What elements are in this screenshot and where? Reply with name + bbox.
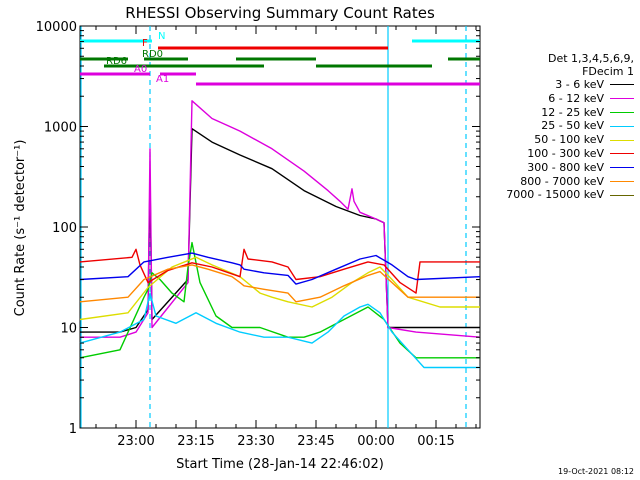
legend-label-2: 12 - 25 keV: [541, 105, 604, 119]
x-tick-label-3: 23:45: [297, 434, 334, 449]
legend-label-8: 7000 - 15000 keV: [506, 188, 604, 202]
state-bar-label-n: N: [158, 31, 165, 42]
x-tick-label-4: 00:00: [357, 434, 394, 449]
series-line-4: [79, 256, 480, 321]
legend-label-6: 300 - 800 keV: [527, 160, 604, 174]
legend-row-3: 25 - 50 keV: [482, 119, 634, 133]
legend-header-line-1: Det 1,3,4,5,6,9,: [547, 52, 634, 65]
legend-header-line-2: FDecim 1: [582, 65, 634, 78]
x-tick-label-1: 23:15: [177, 434, 214, 449]
state-bar-label-rd6: RD6: [106, 56, 127, 67]
legend-row-8: 7000 - 15000 keV: [482, 188, 634, 202]
legend: Det 1,3,4,5,6,9, FDecim 1 3 - 6 keV 6 - 1…: [482, 52, 634, 202]
legend-row-7: 800 - 7000 keV: [482, 175, 634, 189]
legend-row-6: 300 - 800 keV: [482, 161, 634, 175]
plot-frame: [79, 25, 481, 429]
x-tick-label-0: 23:00: [117, 434, 154, 449]
legend-swatch-8: [610, 194, 634, 196]
series-line-5: [79, 248, 480, 294]
legend-label-3: 25 - 50 keV: [541, 119, 604, 133]
legend-swatch-3: [610, 125, 634, 127]
legend-row-2: 12 - 25 keV: [482, 106, 634, 120]
series-line-1: [80, 100, 481, 338]
y-tick-label-1: 10: [60, 322, 77, 337]
legend-swatch-5: [610, 153, 634, 155]
y-tick-label-2: 100: [52, 221, 77, 236]
legend-label-5: 100 - 300 keV: [527, 146, 604, 160]
x-axis-label: Start Time (28-Jan-14 22:46:02): [176, 457, 384, 472]
state-bar-label-f: F: [142, 38, 148, 49]
legend-label-7: 800 - 7000 keV: [520, 174, 604, 188]
chart-title: RHESSI Observing Summary Count Rates: [125, 4, 435, 22]
x-tick-label-5: 00:15: [417, 434, 454, 449]
marker-layer: [80, 26, 467, 428]
series-line-6: [79, 252, 481, 285]
y-tick-label-4: 10000: [36, 20, 77, 35]
legend-row-1: 6 - 12 keV: [482, 92, 634, 106]
y-axis-label: Count Rate (s⁻¹ detector⁻¹): [13, 140, 28, 317]
legend-row-5: 100 - 300 keV: [482, 147, 634, 161]
series-line-2: [79, 241, 480, 359]
legend-swatch-2: [610, 111, 634, 113]
x-tick-label-2: 23:30: [237, 434, 274, 449]
series-line-3: [79, 292, 480, 369]
legend-row-0: 3 - 6 keV: [482, 78, 634, 92]
legend-rows: 3 - 6 keV 6 - 12 keV 12 - 25 keV 25 - 50 ke…: [482, 78, 634, 202]
y-tick-label-3: 1000: [44, 121, 77, 136]
series-layer: [79, 100, 481, 369]
state-bar-label-a1: A1: [156, 74, 169, 85]
legend-swatch-4: [610, 139, 634, 141]
legend-row-4: 50 - 100 keV: [482, 133, 634, 147]
legend-label-0: 3 - 6 keV: [555, 78, 604, 91]
generation-date: 19-Oct-2021 08:12: [558, 467, 634, 476]
y-tick-label-0: 1: [69, 422, 77, 437]
legend-swatch-6: [610, 167, 634, 169]
legend-swatch-1: [610, 98, 634, 100]
series-line-7: [79, 264, 480, 303]
axis-layer: 23:00 23:15 23:30 23:45 00:00 00:15 1 10 100 1000…: [36, 20, 480, 449]
legend-swatch-0: [610, 84, 634, 86]
legend-label-1: 6 - 12 keV: [548, 91, 604, 105]
legend-swatch-7: [610, 180, 634, 182]
state-bar-label-rd0: RD0: [142, 49, 163, 60]
state-bar-label-a0: A0: [134, 64, 147, 75]
legend-label-4: 50 - 100 keV: [534, 133, 604, 147]
